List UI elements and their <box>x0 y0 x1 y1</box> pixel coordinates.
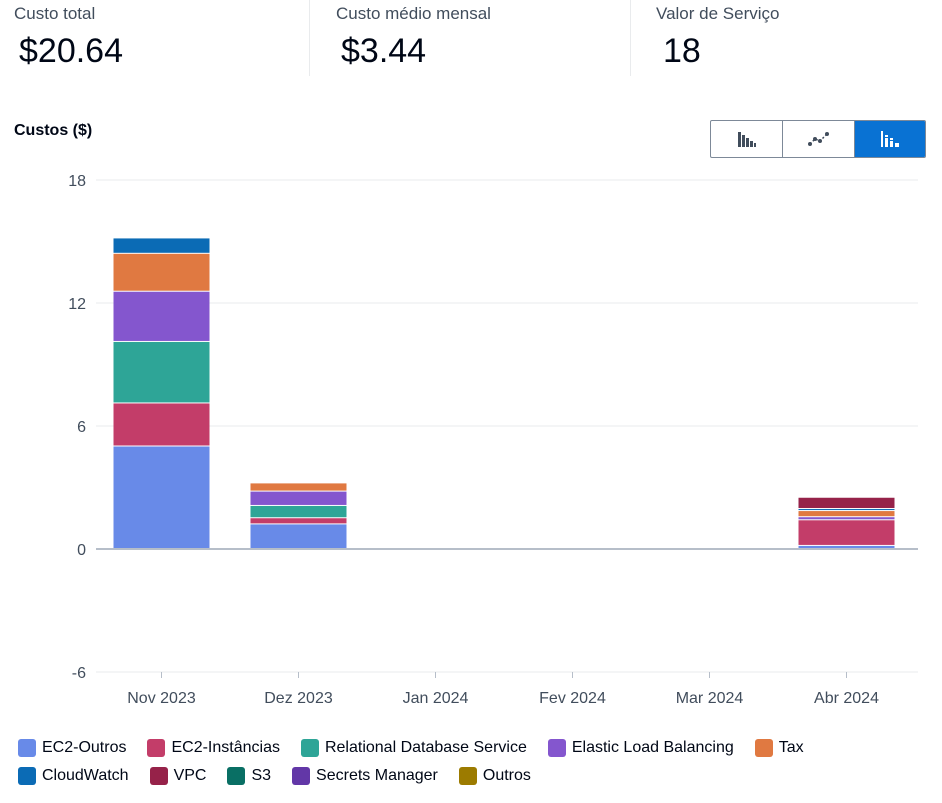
legend-item-cloudwatch[interactable]: CloudWatch <box>18 766 129 786</box>
bar-segment <box>798 511 895 517</box>
kpi-service-count: Valor de Serviço 18 <box>656 0 926 76</box>
stacked-bar-chart: -6 0 6 12 18 Nov 2023 Dez 2023 Jan 2024 Fev 2024… <box>68 173 918 707</box>
bar-segment <box>113 341 210 403</box>
kpi-divider <box>309 0 310 76</box>
chart-legend: EC2-Outros EC2-Instâncias Relational Dat… <box>18 738 928 794</box>
bar-segment <box>113 291 210 341</box>
legend-label: Secrets Manager <box>316 767 438 784</box>
bar-segment <box>798 497 895 509</box>
bar-chart-button[interactable] <box>711 121 782 157</box>
y-tick-label: 12 <box>68 296 86 313</box>
x-tick-label: Dez 2023 <box>264 690 333 707</box>
legend-swatch <box>292 767 311 785</box>
legend-label: EC2-Instâncias <box>171 739 280 756</box>
bar-segment <box>113 253 210 291</box>
bar-segment <box>113 403 210 446</box>
legend-item-s3[interactable]: S3 <box>227 766 271 786</box>
kpi-total-cost: Custo total $20.64 <box>14 0 304 76</box>
y-tick-label: 6 <box>77 419 86 436</box>
kpi-label: Custo médio mensal <box>336 4 491 23</box>
legend-swatch <box>18 767 36 785</box>
kpi-label: Valor de Serviço <box>656 4 780 23</box>
x-tick-label: Abr 2024 <box>814 690 879 707</box>
legend-label: S3 <box>251 767 272 784</box>
bar-segment <box>798 520 895 545</box>
bar-segment <box>250 491 347 505</box>
bar-segment <box>250 505 347 518</box>
legend-label: CloudWatch <box>42 767 129 784</box>
bar-segment <box>250 518 347 524</box>
kpi-value: $20.64 <box>19 32 123 70</box>
legend-item-secrets-manager[interactable]: Secrets Manager <box>292 766 438 786</box>
legend-swatch <box>18 739 36 757</box>
legend-label: Outros <box>482 767 531 784</box>
legend-item-vpc[interactable]: VPC <box>149 766 207 786</box>
legend-item-ec2-instancias[interactable]: EC2-Instâncias <box>147 738 280 758</box>
legend-item-rds[interactable]: Relational Database Service <box>300 738 527 758</box>
bar-segment <box>113 446 210 548</box>
line-chart-button[interactable] <box>782 121 853 157</box>
y-tick-label: 18 <box>68 173 86 190</box>
legend-swatch <box>147 739 166 757</box>
legend-label: VPC <box>173 767 207 784</box>
legend-label: Tax <box>778 739 804 756</box>
kpi-label: Custo total <box>14 4 96 23</box>
legend-swatch <box>547 739 566 757</box>
bar-segment <box>113 238 210 253</box>
kpi-average-monthly-cost: Custo médio mensal $3.44 <box>336 0 626 76</box>
kpi-divider <box>630 0 631 76</box>
bar-segment <box>250 483 347 491</box>
bar-segment <box>798 545 895 548</box>
chart-title: Custos ($) <box>14 122 93 139</box>
legend-item-elb[interactable]: Elastic Load Balancing <box>547 738 734 758</box>
legend-swatch <box>458 767 477 785</box>
legend-swatch <box>227 767 246 785</box>
x-tick-label: Fev 2024 <box>539 690 606 707</box>
legend-label: Elastic Load Balancing <box>571 739 734 756</box>
bar-segment <box>250 524 347 548</box>
legend-swatch <box>754 739 773 757</box>
legend-swatch <box>300 739 319 757</box>
x-tick-label: Nov 2023 <box>127 690 196 707</box>
line-chart-icon <box>807 132 829 146</box>
bar-chart-icon <box>737 132 756 147</box>
stacked-bar-chart-button[interactable] <box>853 121 925 157</box>
x-tick-label: Mar 2024 <box>676 690 744 707</box>
legend-item-outros[interactable]: Outros <box>458 766 531 786</box>
stacked-bar-chart-icon <box>880 131 899 147</box>
x-tick-label: Jan 2024 <box>403 690 469 707</box>
legend-label: EC2-Outros <box>42 739 127 756</box>
legend-item-tax[interactable]: Tax <box>754 738 804 758</box>
legend-item-ec2-outros[interactable]: EC2-Outros <box>18 738 126 758</box>
kpi-value: 18 <box>663 32 701 70</box>
bar-segment <box>798 517 895 520</box>
chart-type-toggle <box>710 120 926 158</box>
y-tick-label: -6 <box>72 665 86 682</box>
bar-segment <box>798 509 895 511</box>
kpi-value: $3.44 <box>341 32 427 70</box>
y-tick-label: 0 <box>77 542 86 559</box>
legend-label: Relational Database Service <box>324 739 527 756</box>
legend-swatch <box>149 767 168 785</box>
